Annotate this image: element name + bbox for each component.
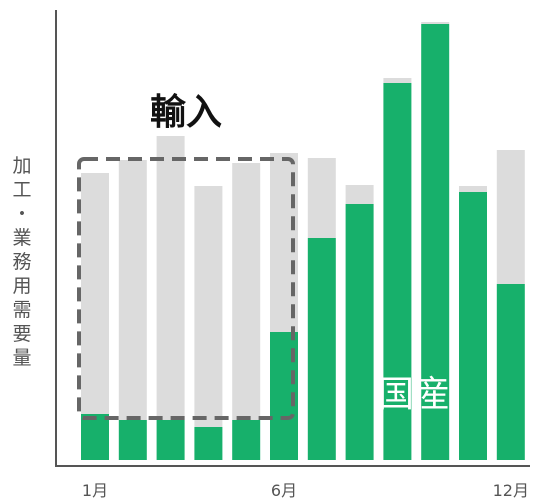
bar-import-8 bbox=[345, 185, 374, 204]
bar-domestic-9 bbox=[383, 83, 412, 460]
y-axis-label-char: 量 bbox=[12, 347, 31, 369]
y-axis-label-char: 要 bbox=[12, 323, 31, 345]
bar-domestic-11 bbox=[459, 192, 487, 460]
bar-domestic-12 bbox=[496, 284, 525, 460]
y-axis-label-char: ・ bbox=[12, 203, 31, 225]
bar-domestic-7 bbox=[307, 238, 336, 460]
bar-domestic-1 bbox=[81, 414, 109, 460]
bar-domestic-4 bbox=[194, 427, 223, 460]
x-tick-label: 6月 bbox=[271, 481, 297, 500]
bar-import-12 bbox=[496, 150, 525, 284]
x-tick-labels: 1月 6月 12月 bbox=[82, 481, 529, 500]
y-axis-label-char: 需 bbox=[12, 299, 31, 321]
y-axis-label-char: 業 bbox=[12, 227, 31, 249]
bar-import-11 bbox=[459, 186, 487, 192]
y-axis-label-char: 用 bbox=[12, 275, 31, 297]
bar-import-9 bbox=[383, 78, 412, 83]
bar-domestic-8 bbox=[345, 204, 374, 460]
bar-import-4 bbox=[194, 186, 223, 427]
bar-import-1 bbox=[81, 173, 109, 414]
bar-domestic-10 bbox=[421, 24, 450, 460]
import-label: 輸入 bbox=[150, 92, 222, 133]
domestic-label: 国産 bbox=[378, 374, 450, 415]
bar-domestic-2 bbox=[118, 420, 147, 460]
bars-group bbox=[81, 22, 525, 460]
bar-import-3 bbox=[156, 136, 185, 420]
y-axis-label-char: 務 bbox=[12, 251, 31, 273]
bar-import-5 bbox=[232, 163, 261, 420]
x-tick-label: 12月 bbox=[493, 481, 529, 500]
y-axis-label-char: 工 bbox=[12, 179, 31, 201]
import-highlight-box bbox=[77, 157, 295, 420]
bar-import-7 bbox=[307, 158, 336, 238]
bar-domestic-5 bbox=[232, 420, 261, 460]
y-axis-label-char: 加 bbox=[12, 155, 31, 177]
bar-import-10 bbox=[421, 22, 450, 24]
x-tick-label: 1月 bbox=[82, 481, 108, 500]
bar-domestic-3 bbox=[156, 420, 185, 460]
bar-import-2 bbox=[118, 160, 147, 420]
